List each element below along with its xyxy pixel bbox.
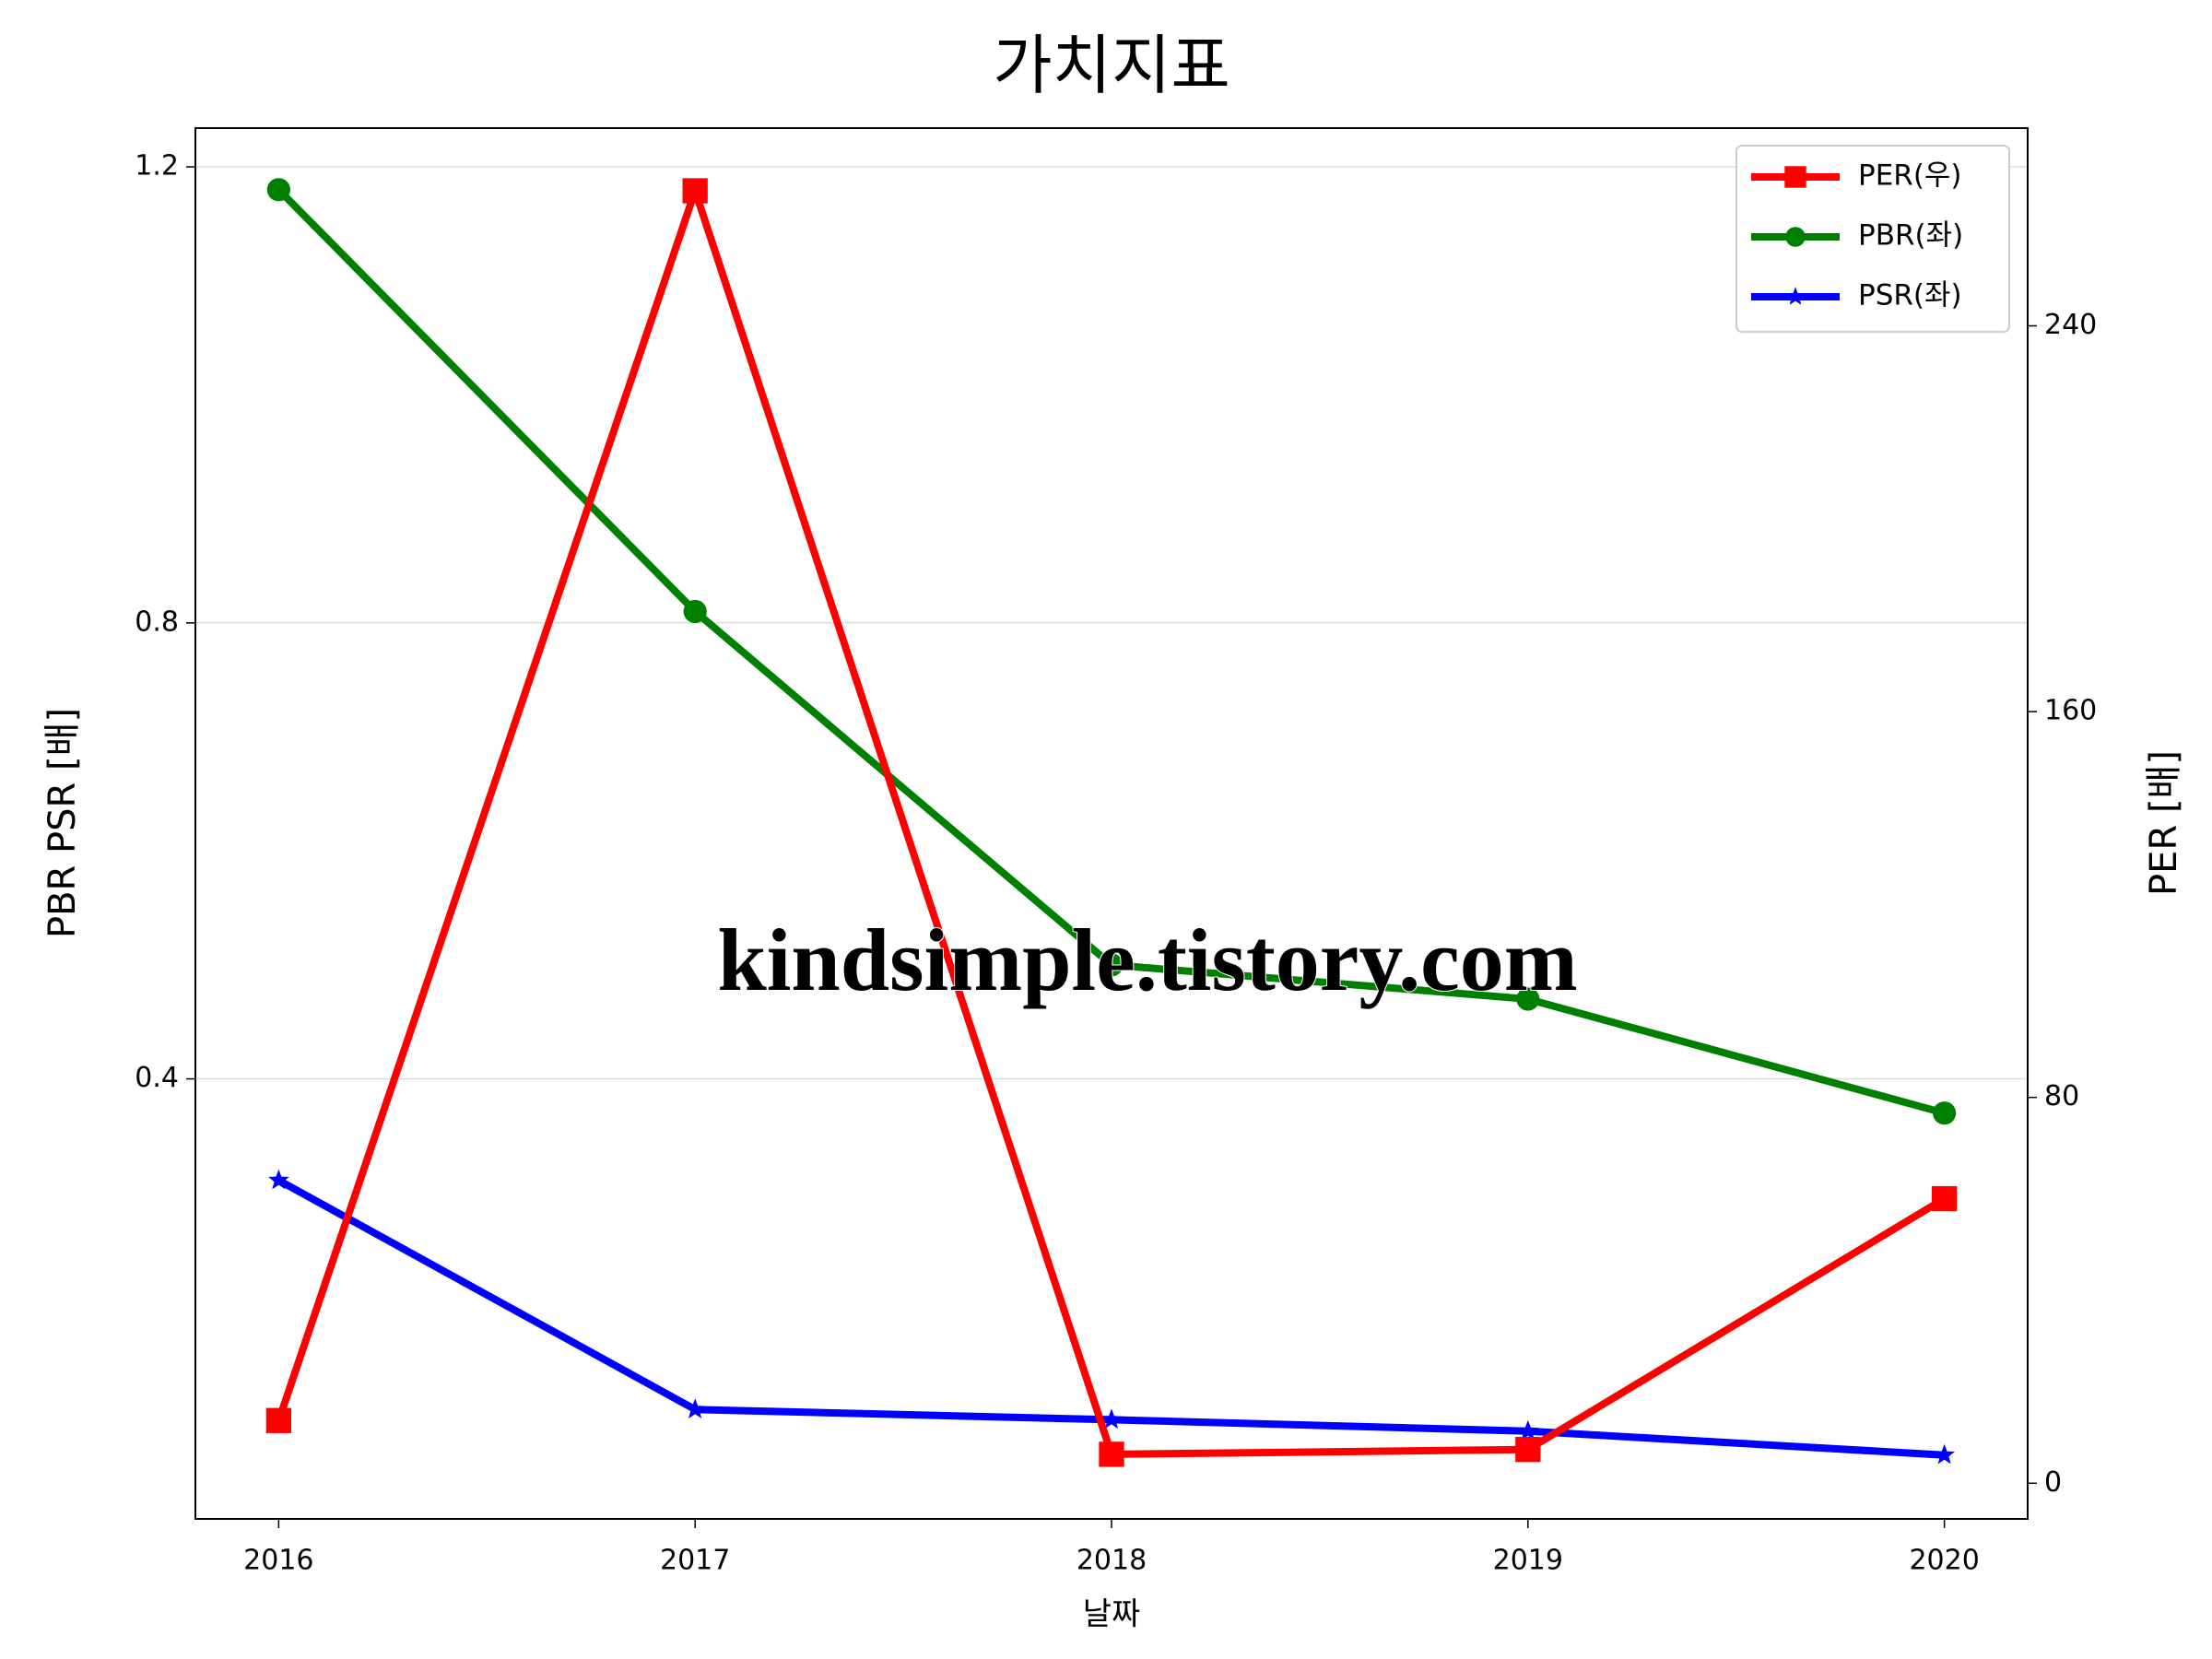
marker (265, 1407, 292, 1433)
plot-frame (194, 127, 2029, 1520)
marker (266, 178, 290, 202)
marker (1934, 1443, 1955, 1465)
series-line (275, 187, 1947, 1458)
y-tick-label: 0.4 (135, 1062, 179, 1094)
legend-label: PSR(좌) (1858, 279, 1962, 312)
marker (1517, 1419, 1539, 1441)
marker (1516, 987, 1540, 1011)
chart-title: 가치지표 (993, 28, 1230, 103)
marker (682, 178, 708, 204)
marker (684, 1398, 706, 1418)
y-tick-label: 1.2 (135, 150, 179, 182)
legend-box (1735, 145, 2010, 333)
y2-tick-label: 0 (2044, 1466, 2062, 1499)
x-tick-label: 2018 (1077, 1545, 1147, 1577)
y2-axis-label: PER [배] (2143, 750, 2185, 896)
legend-label: PBR(좌) (1858, 219, 1963, 253)
marker (683, 599, 707, 624)
x-tick-label: 2017 (660, 1545, 730, 1577)
x-tick-label: 2016 (243, 1545, 313, 1577)
marker (1515, 1437, 1541, 1463)
y2-tick-label: 240 (2044, 309, 2097, 341)
x-axis-label: 날짜 (1083, 1596, 1141, 1633)
marker (268, 1169, 289, 1190)
marker (1100, 1408, 1123, 1430)
y2-tick-label: 160 (2044, 695, 2097, 727)
marker (1099, 1441, 1124, 1467)
x-tick-label: 2020 (1909, 1545, 1979, 1577)
marker (1100, 953, 1124, 977)
legend-label: PER(우) (1858, 159, 1962, 193)
x-tick-label: 2019 (1493, 1545, 1563, 1577)
marker (1933, 1101, 1957, 1125)
y-tick-label: 0.8 (135, 606, 179, 638)
marker (1785, 227, 1806, 247)
watermark: kindsimple.tistory.com (717, 911, 1577, 1009)
marker (1785, 287, 1806, 305)
y2-tick-label: 80 (2044, 1080, 2079, 1112)
marker (1784, 166, 1806, 188)
y-axis-label: PBR PSR [배] (41, 708, 84, 938)
marker (1931, 1185, 1958, 1212)
